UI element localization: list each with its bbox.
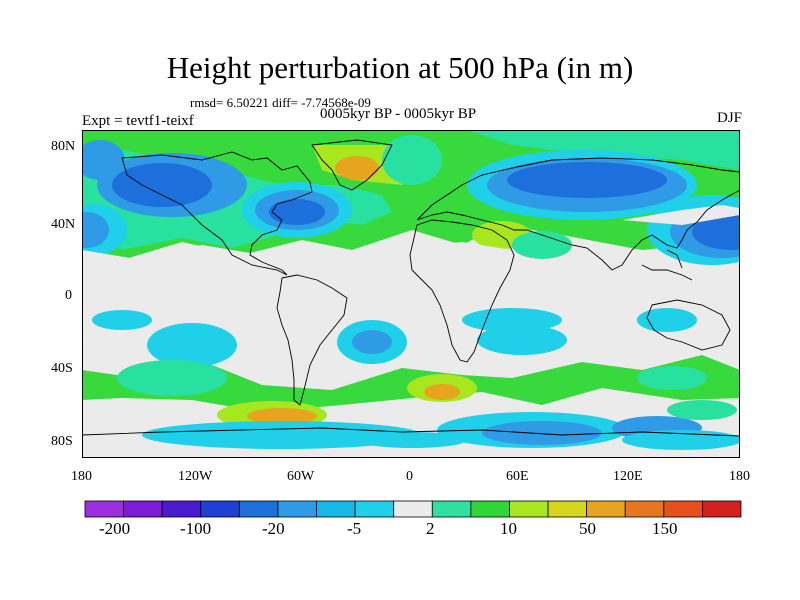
colorbar-label-4: -5 — [347, 519, 362, 538]
lat-label-40n: 40N — [51, 217, 76, 232]
colorbar-box-14 — [586, 500, 626, 518]
colorbar-box-3 — [161, 500, 202, 518]
colorbar-box-9 — [393, 500, 433, 518]
map-frame — [82, 130, 740, 458]
lon-label-60w: 60W — [287, 469, 315, 484]
colorbar-label-6: 10 — [500, 519, 517, 538]
lat-label-80s: 80S — [51, 434, 73, 449]
coastlines — [82, 139, 740, 437]
colorbar-box-5 — [238, 500, 279, 518]
contour-map — [82, 130, 740, 458]
period-text: 0005kyr BP - 0005kyr BP — [320, 106, 477, 122]
lon-label-180w: 180 — [71, 469, 92, 484]
lon-label-120w: 120W — [178, 469, 213, 484]
lat-label-40s: 40S — [51, 361, 73, 376]
colorbar-box-7 — [316, 500, 356, 518]
colorbar-label-5: 2 — [426, 519, 435, 538]
colorbar-box-2 — [123, 500, 163, 518]
stats-text: rmsd= 6.50221 diff= -7.74568e-09 — [190, 95, 371, 110]
experiment-text: Expt = tevtf1-teixf — [82, 113, 194, 129]
lon-label-0: 0 — [406, 469, 413, 484]
colorbar-box-4 — [200, 500, 240, 518]
colorbar-label-8: 150 — [652, 519, 678, 538]
colorbar-label-2: -100 — [180, 519, 212, 538]
colorbar-box-10 — [431, 500, 472, 518]
lat-label-80n: 80N — [51, 139, 76, 154]
chart-title: Height perturbation at 500 hPa (in m) — [166, 50, 634, 85]
colorbar-box-1 — [84, 500, 124, 518]
colorbar-box-15 — [624, 500, 665, 518]
lon-label-60e: 60E — [506, 469, 529, 484]
colorbar-box-11 — [470, 500, 510, 518]
lon-label-180e: 180 — [729, 469, 750, 484]
colorbar — [84, 500, 742, 518]
lat-label-0: 0 — [65, 288, 72, 303]
colorbar-label-3: -20 — [262, 519, 285, 538]
field-shading — [82, 130, 740, 458]
colorbar-box-16 — [663, 500, 703, 518]
colorbar-box-12 — [509, 500, 549, 518]
colorbar-box-6 — [277, 500, 317, 518]
map-panel — [82, 130, 740, 458]
season-text: DJF — [716, 110, 742, 126]
colorbar-box-8 — [354, 500, 395, 518]
lon-label-120e: 120E — [613, 469, 643, 484]
colorbar-box-17 — [702, 500, 742, 518]
colorbar-label-1: -200 — [99, 519, 131, 538]
colorbar-label-7: 50 — [579, 519, 596, 538]
colorbar-box-13 — [547, 500, 588, 518]
